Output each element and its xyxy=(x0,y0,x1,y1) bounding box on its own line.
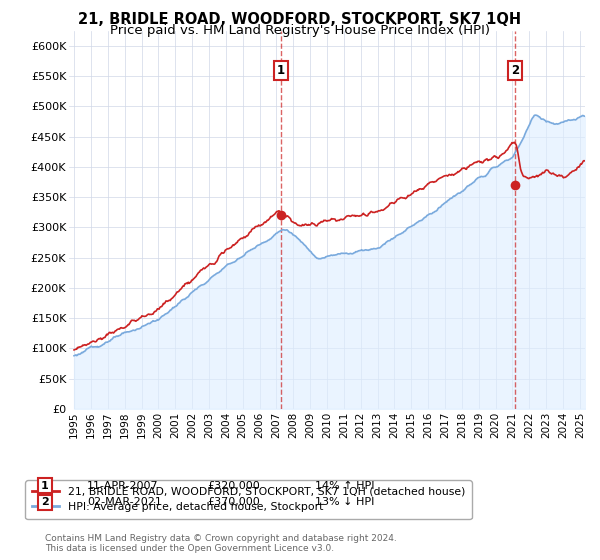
Text: £370,000: £370,000 xyxy=(207,497,260,507)
Legend: 21, BRIDLE ROAD, WOODFORD, STOCKPORT, SK7 1QH (detached house), HPI: Average pri: 21, BRIDLE ROAD, WOODFORD, STOCKPORT, SK… xyxy=(25,480,472,519)
Text: 13% ↓ HPI: 13% ↓ HPI xyxy=(315,497,374,507)
Text: 1: 1 xyxy=(277,64,285,77)
Text: 2: 2 xyxy=(41,497,49,507)
Text: £320,000: £320,000 xyxy=(207,480,260,491)
Text: 2: 2 xyxy=(511,64,520,77)
Text: 1: 1 xyxy=(41,480,49,491)
Text: Contains HM Land Registry data © Crown copyright and database right 2024.
This d: Contains HM Land Registry data © Crown c… xyxy=(45,534,397,553)
Text: 14% ↑ HPI: 14% ↑ HPI xyxy=(315,480,374,491)
Text: 21, BRIDLE ROAD, WOODFORD, STOCKPORT, SK7 1QH: 21, BRIDLE ROAD, WOODFORD, STOCKPORT, SK… xyxy=(79,12,521,27)
Text: 11-APR-2007: 11-APR-2007 xyxy=(87,480,158,491)
Text: Price paid vs. HM Land Registry's House Price Index (HPI): Price paid vs. HM Land Registry's House … xyxy=(110,24,490,37)
Text: 02-MAR-2021: 02-MAR-2021 xyxy=(87,497,162,507)
